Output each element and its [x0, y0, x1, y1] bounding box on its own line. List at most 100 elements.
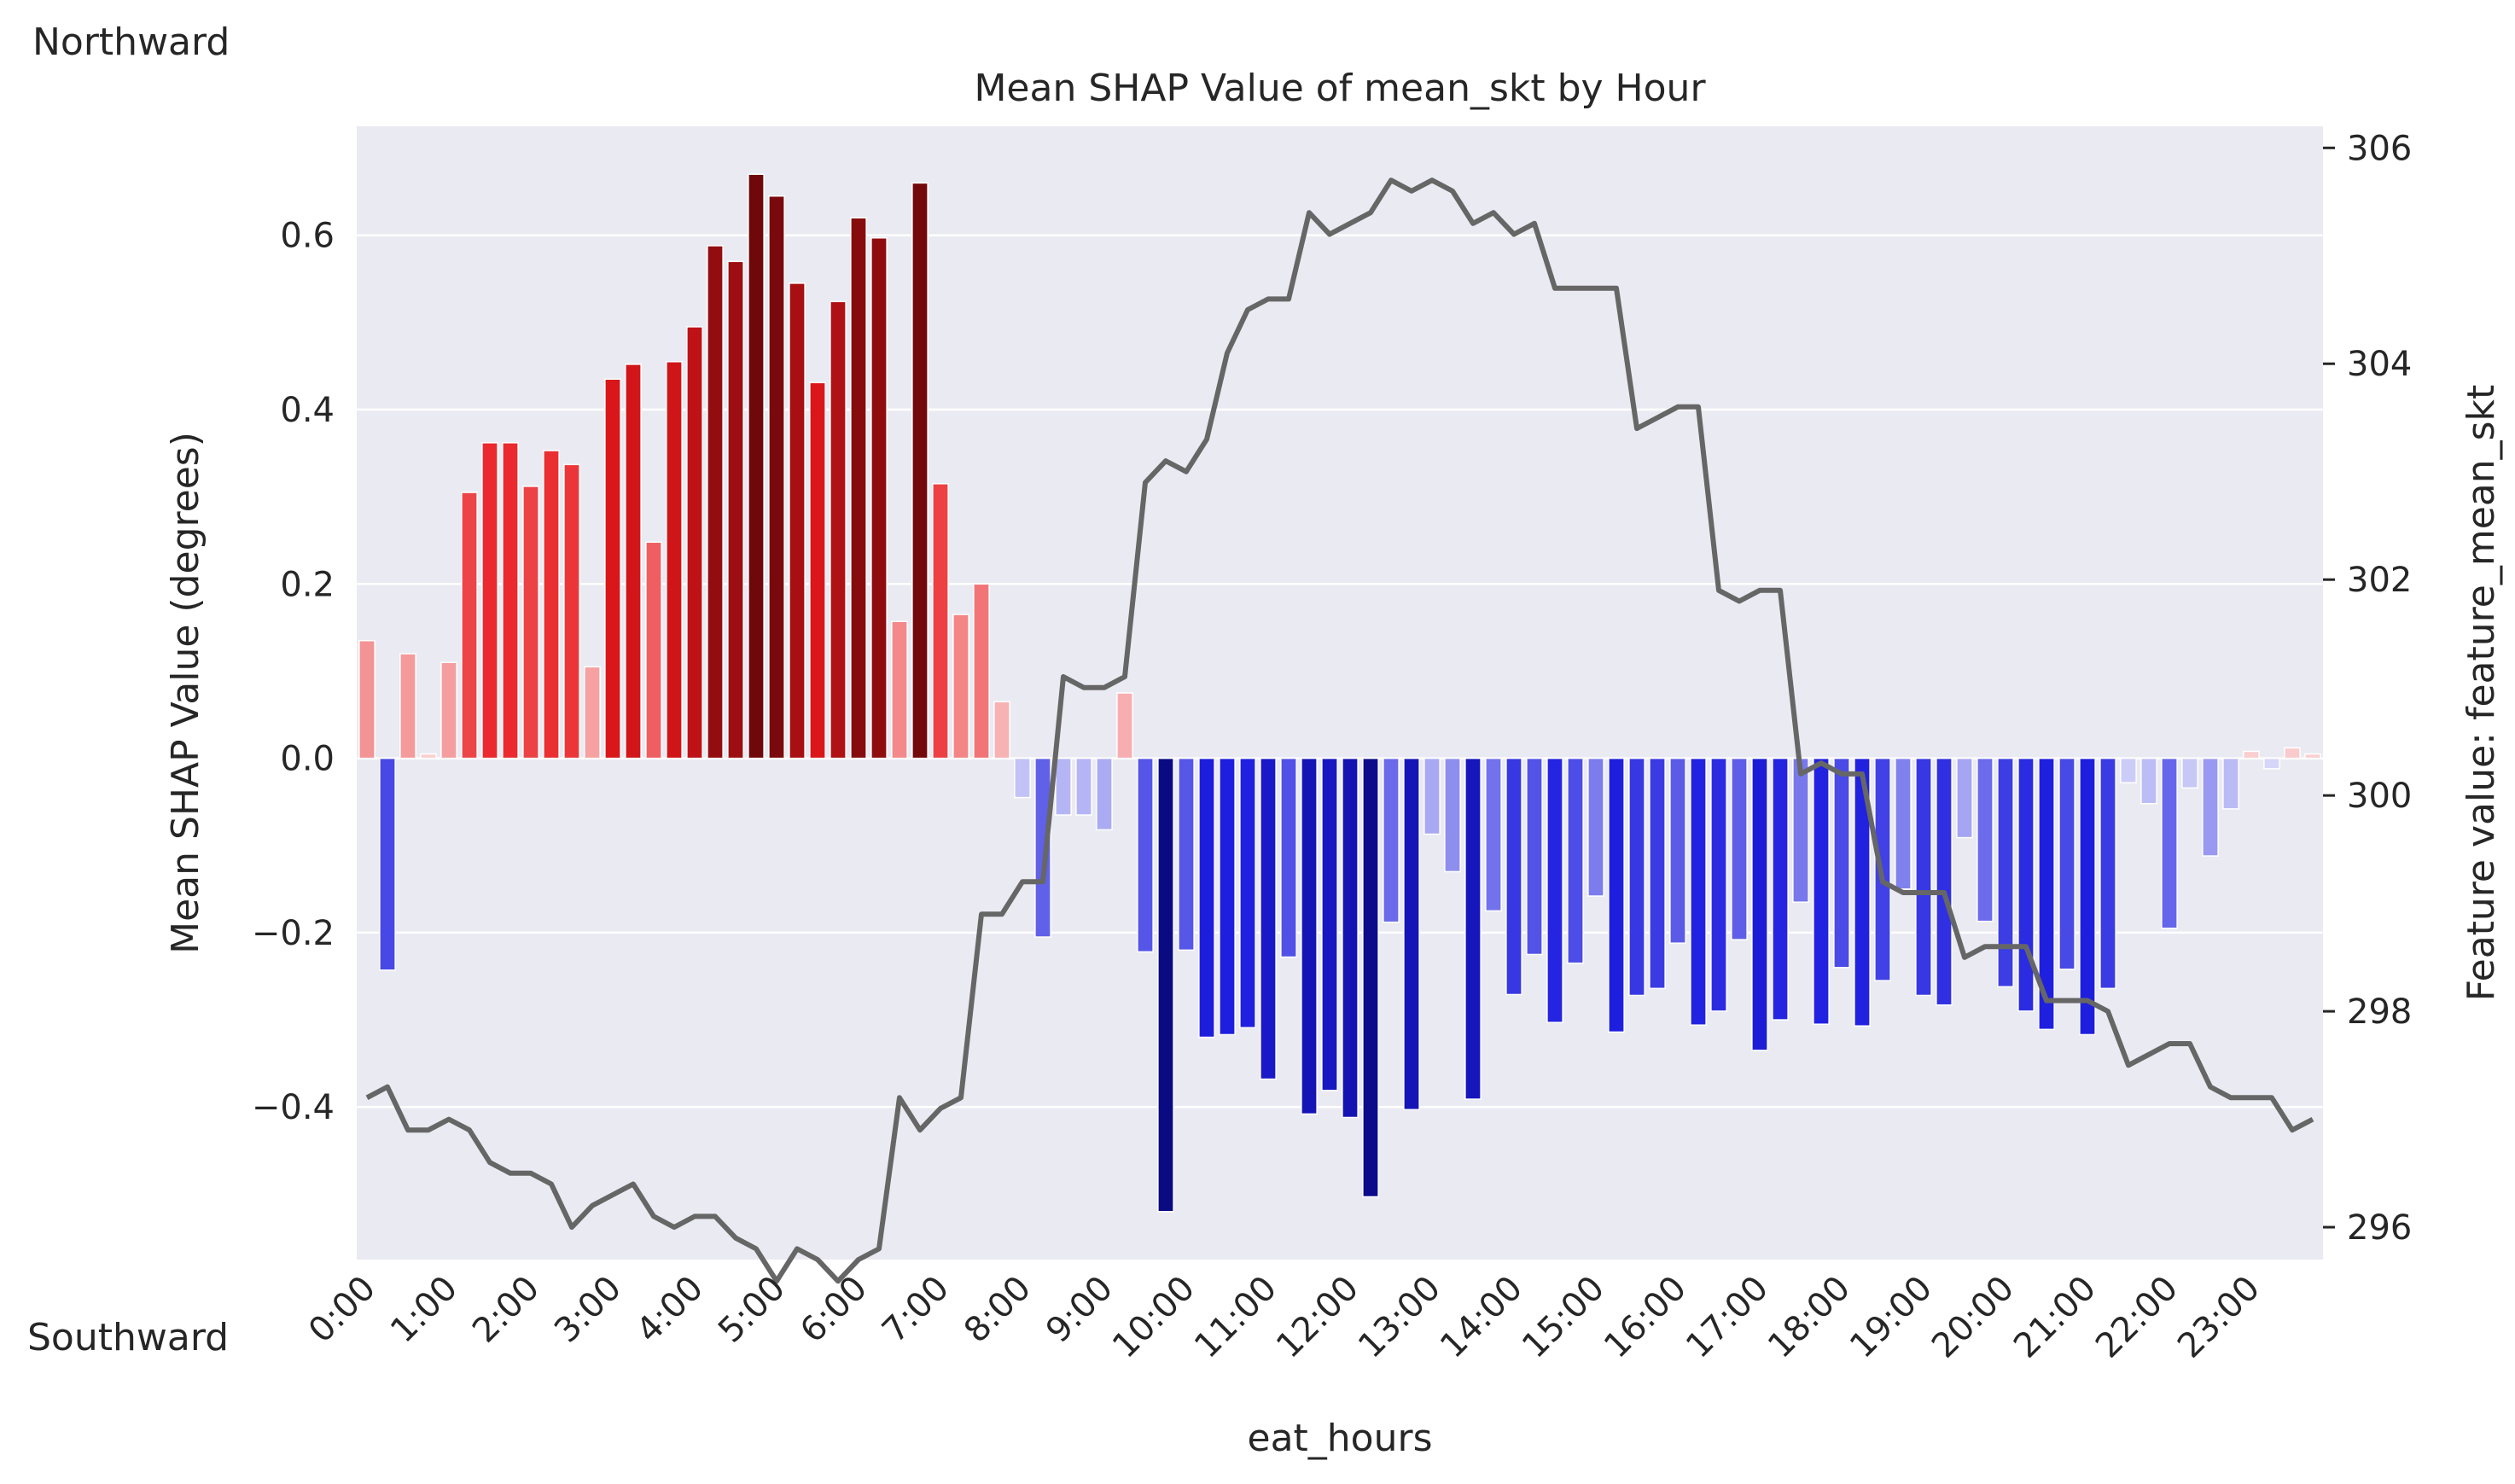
x-tick-label: 17:00 — [1679, 1269, 1776, 1366]
shap-bar — [809, 381, 826, 759]
shap-bar — [2120, 757, 2137, 783]
shap-bar — [707, 245, 724, 759]
shap-bar — [1772, 757, 1789, 1021]
x-tick-label: 23:00 — [2170, 1269, 2268, 1366]
shap-bar — [379, 757, 396, 971]
x-tick-label: 5:00 — [711, 1269, 793, 1351]
shap-bar — [543, 450, 560, 759]
x-tick-label: 11:00 — [1187, 1269, 1284, 1366]
shap-bar — [952, 614, 969, 759]
shap-bar — [1301, 757, 1318, 1115]
shap-bar — [1936, 757, 1953, 1006]
plot-background — [357, 126, 2323, 1260]
shap-bar — [1690, 757, 1707, 1026]
shap-bar — [727, 260, 744, 759]
chart-title: Mean SHAP Value of mean_skt by Hour — [974, 67, 1706, 110]
x-tick-label: 13:00 — [1351, 1269, 1448, 1366]
shap-bar — [1813, 757, 1830, 1025]
shap-bar — [1423, 757, 1441, 835]
shap-bar — [2263, 757, 2280, 770]
shap-bar — [2202, 757, 2219, 857]
shap-bar — [993, 701, 1010, 759]
shap-bar — [1751, 757, 1768, 1051]
shap-bar — [1362, 757, 1379, 1198]
y-tick-label: 0.6 — [280, 217, 335, 256]
shap-bar — [604, 378, 621, 759]
shap-bar — [891, 620, 908, 759]
shap-bar — [1587, 757, 1604, 897]
shap-bar — [2304, 753, 2321, 759]
y2-tick-label: 296 — [2347, 1208, 2412, 1248]
shap-bar — [932, 483, 949, 759]
shap-bar — [1137, 757, 1154, 953]
x-tick-label: 0:00 — [301, 1269, 383, 1351]
shap-bar — [666, 361, 683, 759]
x-tick-label: 8:00 — [957, 1269, 1039, 1351]
y2-tick-label: 304 — [2347, 345, 2412, 384]
y-axis-label: Mean SHAP Value (degrees) — [164, 432, 207, 954]
shap-bar — [850, 217, 867, 759]
shap-bar — [1485, 757, 1502, 912]
x-tick-label: 15:00 — [1515, 1269, 1612, 1366]
shap-bar — [748, 173, 765, 759]
shap-bar — [481, 442, 498, 759]
y-tick-label: −0.2 — [252, 914, 335, 953]
shap-bar — [1075, 757, 1092, 816]
shap-bar — [1157, 757, 1174, 1213]
x-tick-label: 22:00 — [2088, 1269, 2186, 1366]
shap-bar — [625, 364, 642, 759]
shap-bar — [2038, 757, 2055, 1031]
shap-bar — [420, 753, 437, 759]
shap-bar — [1505, 757, 1522, 996]
shap-bar — [2140, 757, 2157, 805]
shap-bar — [2017, 757, 2035, 1012]
shap-bar — [1321, 757, 1338, 1091]
southward-annotation: Southward — [27, 1316, 229, 1359]
right-y-ticks: 306 304 302 300 298 296 — [2323, 129, 2412, 1248]
shap-bar — [2243, 750, 2260, 759]
shap-bar — [1854, 757, 1871, 1027]
shap-bar — [1526, 757, 1543, 956]
shap-bar — [1178, 757, 1195, 952]
x-tick-label: 6:00 — [793, 1269, 875, 1351]
y-tick-label: 0.2 — [280, 565, 335, 604]
shap-bars — [358, 173, 2321, 1213]
y-tick-label: −0.4 — [252, 1088, 335, 1127]
shap-bar — [1833, 757, 1850, 969]
x-tick-label: 18:00 — [1761, 1269, 1858, 1366]
x-tick-label: 12:00 — [1269, 1269, 1366, 1366]
x-ticks: 0:00 1:00 2:00 3:00 4:00 5:00 6:00 7:00 8:00 9:00… — [301, 1269, 2268, 1366]
shap-bar — [1444, 757, 1461, 873]
shap-bar — [1710, 757, 1727, 1012]
shap-bar — [2161, 757, 2178, 929]
shap-bar — [1567, 757, 1584, 964]
y2-tick-label: 298 — [2347, 992, 2412, 1032]
shap-bar — [2222, 757, 2239, 810]
shap-bar — [1342, 757, 1359, 1119]
x-axis-label: eat_hours — [1248, 1417, 1433, 1460]
shap-bar — [563, 463, 580, 759]
shap-bar — [1608, 757, 1625, 1033]
shap-bar — [1383, 757, 1400, 923]
shap-bar — [830, 300, 847, 759]
x-tick-label: 3:00 — [547, 1269, 629, 1351]
shap-bar — [1260, 757, 1277, 1080]
shap-bar — [1464, 757, 1482, 1100]
shap-bar — [870, 237, 888, 759]
gridlines — [357, 234, 2323, 1109]
x-tick-label: 10:00 — [1105, 1269, 1202, 1366]
shap-bar — [789, 282, 806, 759]
x-tick-label: 14:00 — [1433, 1269, 1530, 1366]
feature-line — [365, 177, 2314, 1284]
x-tick-label: 1:00 — [383, 1269, 465, 1351]
shap-bar — [1915, 757, 1932, 997]
shap-bar — [1034, 757, 1051, 938]
x-tick-label: 21:00 — [2006, 1269, 2104, 1366]
shap-bar — [1792, 757, 1809, 903]
x-tick-label: 7:00 — [875, 1269, 957, 1351]
shap-bar — [522, 486, 539, 759]
shap-bar — [358, 639, 376, 759]
shap-bar — [1116, 692, 1133, 759]
y2-tick-label: 300 — [2347, 777, 2412, 816]
